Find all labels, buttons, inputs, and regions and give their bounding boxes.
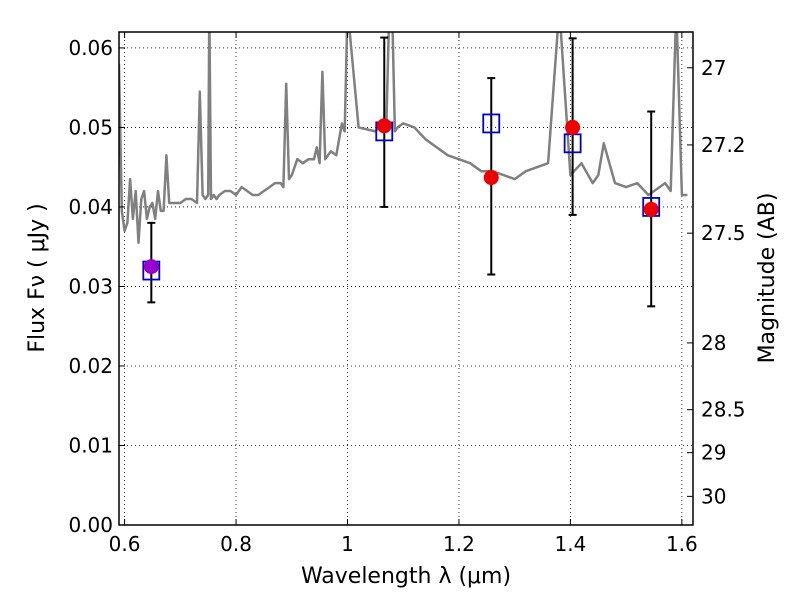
right-tick-label: 29 (701, 441, 726, 465)
x-axis-label: Wavelength λ (μm) (301, 564, 511, 589)
y-axis-ticks: 0.00 0.01 0.02 0.03 0.04 0.05 0.06 (68, 36, 125, 537)
y-tick-label: 0.01 (68, 433, 113, 457)
error-bars (147, 36, 656, 308)
observed-point (643, 201, 659, 217)
right-tick-label: 28 (701, 331, 726, 355)
right-tick-label: 27.2 (701, 133, 746, 157)
observed-point (376, 118, 392, 134)
observed-point (143, 259, 159, 275)
observed-point (565, 119, 581, 135)
y-tick-label: 0.00 (68, 513, 113, 537)
model-points (142, 113, 661, 281)
x-axis-ticks: 0.6 0.8 1 1.2 1.4 1.6 (109, 32, 698, 556)
right-tick-label: 27 (701, 56, 726, 80)
right-tick-label: 28.5 (701, 398, 746, 422)
y-tick-label: 0.04 (68, 195, 113, 219)
grid-lines (119, 32, 693, 525)
observed-points (143, 118, 659, 275)
right-axis-label: Magnitude (AB) (755, 193, 780, 364)
x-tick-label: 1.6 (666, 532, 698, 556)
y-tick-label: 0.03 (68, 274, 113, 298)
x-tick-label: 1.4 (554, 532, 586, 556)
y-tick-label: 0.05 (68, 115, 113, 139)
model-point (482, 113, 501, 134)
x-tick-label: 0.6 (109, 532, 141, 556)
y-axis-label: Flux Fν ( μJy ) (25, 203, 50, 352)
y-tick-label: 0.06 (68, 36, 113, 60)
right-tick-label: 30 (701, 484, 726, 508)
x-tick-label: 0.8 (220, 532, 252, 556)
x-tick-label: 1.2 (443, 532, 475, 556)
observed-point (483, 170, 499, 186)
spectrum-series (119, 32, 688, 244)
right-tick-label: 27.5 (701, 221, 746, 245)
y-tick-label: 0.02 (68, 354, 113, 378)
right-axis-ticks: 27 27.2 27.5 28 28.5 29 30 (687, 56, 746, 508)
x-tick-label: 1 (341, 532, 354, 556)
plot-frame (118, 31, 694, 526)
spectrum-line (119, 32, 688, 244)
